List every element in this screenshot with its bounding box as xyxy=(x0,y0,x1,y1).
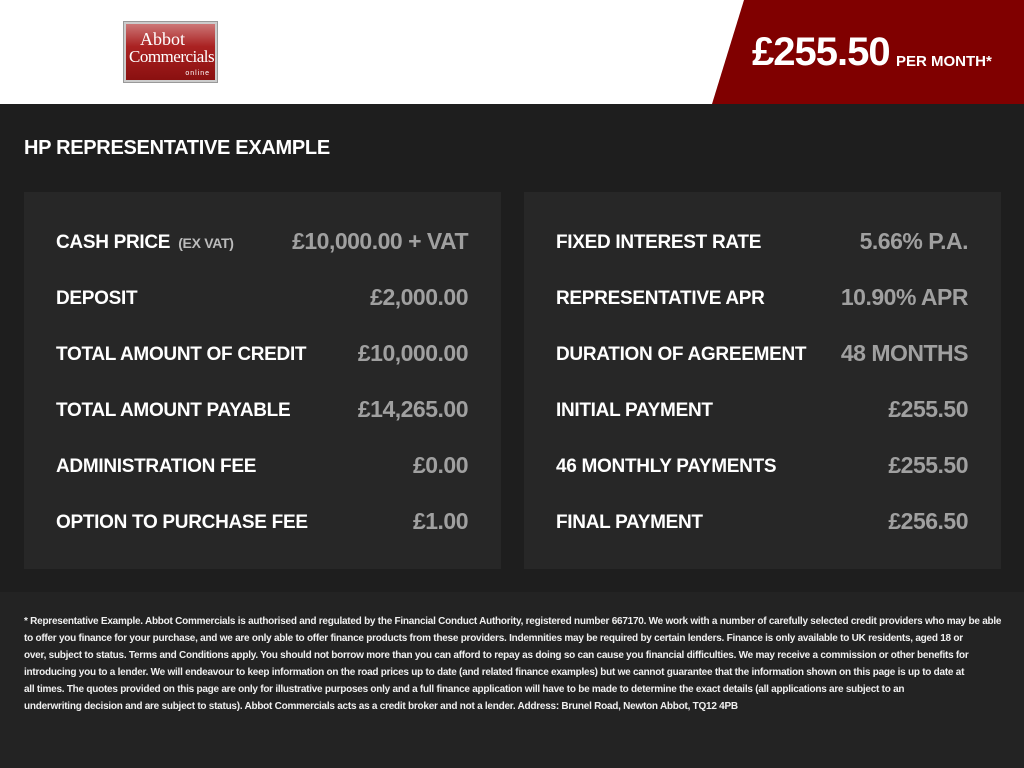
finance-value: 5.66% P.A. xyxy=(859,228,969,254)
section-title: HP REPRESENTATIVE EXAMPLE xyxy=(24,137,330,159)
finance-row: TOTAL AMOUNT OF CREDIT £10,000.00 xyxy=(56,340,469,370)
label-text: REPRESENTATIVE APR xyxy=(556,288,765,309)
finance-row: DURATION OF AGREEMENT 48 MONTHS xyxy=(556,340,969,370)
finance-label: 46 MONTHLY PAYMENTS xyxy=(556,456,777,478)
label-note: (EX VAT) xyxy=(178,235,234,251)
label-text: CASH PRICE xyxy=(56,232,171,253)
finance-label: TOTAL AMOUNT PAYABLE xyxy=(56,400,291,422)
finance-value: £14,265.00 xyxy=(357,396,469,422)
disclaimer-line: to offer you finance for your purchase, … xyxy=(24,633,963,644)
finance-row: OPTION TO PURCHASE FEE £1.00 xyxy=(56,508,469,538)
disclaimer-line: underwriting decision and are subject to… xyxy=(24,701,738,712)
finance-row: FIXED INTEREST RATE 5.66% P.A. xyxy=(556,228,969,258)
finance-label: CASH PRICE (EX VAT) xyxy=(56,232,234,254)
finance-value: £10,000.00 + VAT xyxy=(292,228,468,254)
finance-row: REPRESENTATIVE APR 10.90% APR xyxy=(556,284,969,314)
finance-label: REPRESENTATIVE APR xyxy=(556,288,765,310)
finance-value: £1.00 xyxy=(412,508,469,534)
label-text: 46 MONTHLY PAYMENTS xyxy=(556,456,777,477)
finance-value: £2,000.00 xyxy=(370,284,468,310)
finance-row: ADMINISTRATION FEE £0.00 xyxy=(56,452,469,482)
finance-value: £10,000.00 xyxy=(357,340,469,366)
finance-row: CASH PRICE (EX VAT) £10,000.00 + VAT xyxy=(56,228,468,258)
header: Abbot Commercials online £255.50 PER MON… xyxy=(0,0,1024,104)
label-text: DURATION OF AGREEMENT xyxy=(556,344,807,365)
finance-row: DEPOSIT £2,000.00 xyxy=(56,284,468,314)
disclaimer-line: over, subject to status. Terms and Condi… xyxy=(24,650,969,661)
disclaimer-line: all times. The quotes provided on this p… xyxy=(24,684,905,695)
finance-panel-left: CASH PRICE (EX VAT) £10,000.00 + VAT DEPOSI… xyxy=(24,192,501,569)
finance-value: £255.50 xyxy=(888,452,968,478)
finance-row: TOTAL AMOUNT PAYABLE £14,265.00 xyxy=(56,396,469,426)
logo-text: Abbot xyxy=(140,29,185,49)
abbot-commercials-logo[interactable]: Abbot Commercials online xyxy=(123,21,218,83)
label-text: TOTAL AMOUNT PAYABLE xyxy=(56,400,291,421)
finance-label: FIXED INTEREST RATE xyxy=(556,232,761,254)
finance-label: DURATION OF AGREEMENT xyxy=(556,344,807,366)
finance-value: 10.90% APR xyxy=(840,284,969,310)
finance-value: £0.00 xyxy=(412,452,469,478)
label-text: ADMINISTRATION FEE xyxy=(56,456,257,477)
finance-value: 48 MONTHS xyxy=(840,340,969,366)
finance-panel-right: FIXED INTEREST RATE 5.66% P.A. REPRESENTAT… xyxy=(524,192,1001,569)
finance-value: £256.50 xyxy=(888,508,968,534)
logo-text: Commercials xyxy=(129,47,215,66)
finance-label: ADMINISTRATION FEE xyxy=(56,456,256,478)
monthly-price-banner: £255.50 PER MONTH* xyxy=(712,0,1024,104)
label-text: FIXED INTEREST RATE xyxy=(556,232,762,253)
finance-row: 46 MONTHLY PAYMENTS £255.50 xyxy=(556,452,968,482)
label-text: OPTION TO PURCHASE FEE xyxy=(56,512,308,533)
finance-label: DEPOSIT xyxy=(56,288,138,310)
finance-label: FINAL PAYMENT xyxy=(556,512,703,534)
finance-label: OPTION TO PURCHASE FEE xyxy=(56,512,308,534)
monthly-price: £255.50 xyxy=(752,30,891,74)
logo-text: online xyxy=(185,70,210,77)
finance-label: TOTAL AMOUNT OF CREDIT xyxy=(56,344,307,366)
disclaimer-line: introducing you to a lender. We will end… xyxy=(24,667,965,678)
per-month-label: PER MONTH* xyxy=(896,53,992,70)
label-text: FINAL PAYMENT xyxy=(556,512,703,533)
label-text: INITIAL PAYMENT xyxy=(556,400,713,421)
finance-value: £255.50 xyxy=(888,396,968,422)
finance-label: INITIAL PAYMENT xyxy=(556,400,713,422)
finance-row: FINAL PAYMENT £256.50 xyxy=(556,508,968,538)
finance-row: INITIAL PAYMENT £255.50 xyxy=(556,396,968,426)
label-text: DEPOSIT xyxy=(56,288,138,309)
disclaimer: * Representative Example. Abbot Commerci… xyxy=(0,592,1024,768)
disclaimer-line: * Representative Example. Abbot Commerci… xyxy=(24,616,1002,627)
label-text: TOTAL AMOUNT OF CREDIT xyxy=(56,344,307,365)
